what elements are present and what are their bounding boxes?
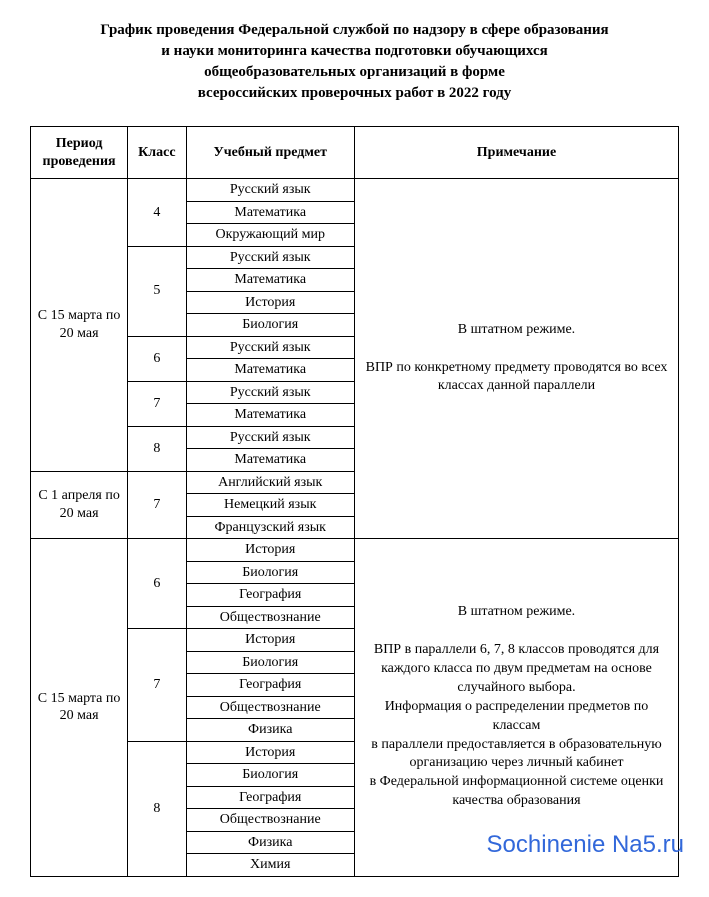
- subject-cell: Математика: [186, 269, 354, 292]
- table-header-row: Период проведения Класс Учебный предмет …: [31, 127, 679, 179]
- class-cell: 6: [128, 336, 186, 381]
- title-line: общеобразовательных организаций в форме: [204, 64, 505, 80]
- subject-cell: Математика: [186, 359, 354, 382]
- subject-cell: Биология: [186, 561, 354, 584]
- class-cell: 7: [128, 629, 186, 742]
- subject-cell: Обществознание: [186, 606, 354, 629]
- subject-cell: Русский язык: [186, 426, 354, 449]
- table-row: С 15 марта по 20 мая 6 История В штатном…: [31, 539, 679, 562]
- note-text: Информация о распределении предметов по …: [365, 698, 668, 736]
- subject-cell: География: [186, 584, 354, 607]
- note-text: ВПР в параллели 6, 7, 8 классов проводят…: [365, 641, 668, 698]
- period-cell: С 15 марта по 20 мая: [31, 179, 128, 472]
- col-header-class: Класс: [128, 127, 186, 179]
- note-text: в параллели предоставляется в образовате…: [365, 736, 668, 774]
- subject-cell: Английский язык: [186, 471, 354, 494]
- col-header-note: Примечание: [354, 127, 678, 179]
- class-cell: 4: [128, 179, 186, 247]
- col-header-period: Период проведения: [31, 127, 128, 179]
- subject-cell: Обществознание: [186, 809, 354, 832]
- period-cell: С 15 марта по 20 мая: [31, 539, 128, 877]
- note-cell: В штатном режиме. ВПР в параллели 6, 7, …: [354, 539, 678, 877]
- subject-cell: История: [186, 539, 354, 562]
- class-cell: 6: [128, 539, 186, 629]
- subject-cell: География: [186, 674, 354, 697]
- subject-cell: Французский язык: [186, 516, 354, 539]
- table-row: С 15 марта по 20 мая 4 Русский язык В шт…: [31, 179, 679, 202]
- subject-cell: Немецкий язык: [186, 494, 354, 517]
- subject-cell: Математика: [186, 404, 354, 427]
- subject-cell: История: [186, 291, 354, 314]
- class-cell: 5: [128, 246, 186, 336]
- note-text: ВПР по конкретному предмету проводятся в…: [365, 359, 668, 397]
- subject-cell: Физика: [186, 831, 354, 854]
- note-cell: В штатном режиме. ВПР по конкретному пре…: [354, 179, 678, 539]
- col-header-subject: Учебный предмет: [186, 127, 354, 179]
- class-cell: 8: [128, 741, 186, 876]
- subject-cell: Окружающий мир: [186, 224, 354, 247]
- subject-cell: Биология: [186, 651, 354, 674]
- subject-cell: Биология: [186, 314, 354, 337]
- subject-cell: Русский язык: [186, 336, 354, 359]
- subject-cell: Русский язык: [186, 246, 354, 269]
- subject-cell: Математика: [186, 449, 354, 472]
- title-line: всероссийских проверочных работ в 2022 г…: [198, 85, 512, 101]
- subject-cell: Русский язык: [186, 381, 354, 404]
- note-text: В штатном режиме.: [365, 603, 668, 622]
- period-cell: С 1 апреля по 20 мая: [31, 471, 128, 539]
- class-cell: 7: [128, 381, 186, 426]
- subject-cell: Биология: [186, 764, 354, 787]
- note-text: в Федеральной информационной системе оце…: [365, 773, 668, 811]
- subject-cell: Физика: [186, 719, 354, 742]
- title-line: График проведения Федеральной службой по…: [100, 22, 608, 38]
- schedule-table: Период проведения Класс Учебный предмет …: [30, 126, 679, 877]
- document-title: График проведения Федеральной службой по…: [30, 20, 679, 104]
- class-cell: 8: [128, 426, 186, 471]
- title-line: и науки мониторинга качества подготовки …: [161, 43, 547, 59]
- subject-cell: История: [186, 741, 354, 764]
- subject-cell: География: [186, 786, 354, 809]
- note-text: В штатном режиме.: [365, 321, 668, 340]
- class-cell: 7: [128, 471, 186, 539]
- subject-cell: История: [186, 629, 354, 652]
- subject-cell: Русский язык: [186, 179, 354, 202]
- subject-cell: Обществознание: [186, 696, 354, 719]
- subject-cell: Математика: [186, 201, 354, 224]
- subject-cell: Химия: [186, 854, 354, 877]
